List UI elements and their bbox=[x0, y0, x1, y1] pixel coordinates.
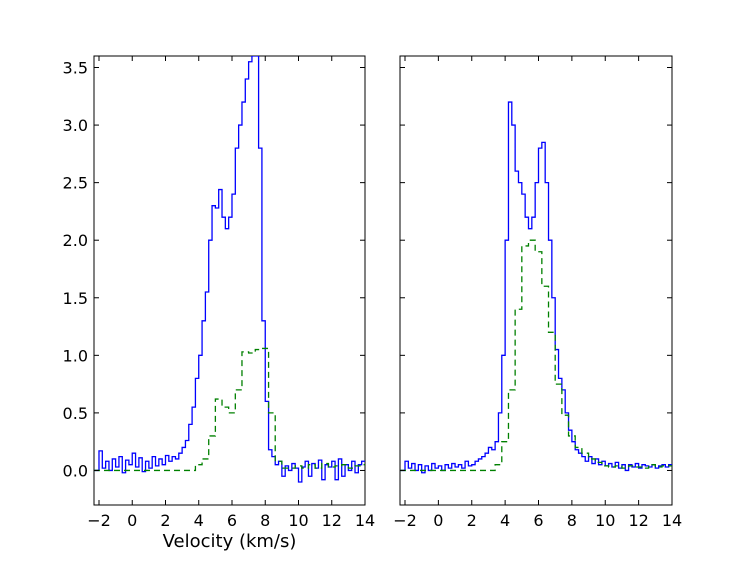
left-y-tick-label: 3.0 bbox=[63, 116, 88, 135]
right-x-tick-label: 4 bbox=[500, 511, 510, 530]
right-plot-frame bbox=[399, 55, 673, 506]
left-plot-frame bbox=[93, 55, 366, 506]
right-x-tick-label: 0 bbox=[433, 511, 443, 530]
right-x-tick-label: −2 bbox=[393, 511, 417, 530]
left-x-tick-label: 12 bbox=[322, 511, 342, 530]
left-x-tick-label: 2 bbox=[160, 511, 170, 530]
left-panel: −2 0 2 4 6 8 10 12 14 0.0 0.5 1.0 1.5 2.0 2.5 3.0 3.5 Ve… bbox=[63, 55, 375, 552]
right-solid-series-line bbox=[400, 101, 672, 474]
left-x-tick-label: 14 bbox=[355, 511, 375, 530]
left-y-tick-label: 1.0 bbox=[63, 346, 88, 365]
left-x-tick-label: 0 bbox=[127, 511, 137, 530]
left-x-axis-label: Velocity (km/s) bbox=[163, 531, 297, 552]
left-y-tick-label: 0.0 bbox=[63, 461, 88, 480]
right-x-tick-label: 2 bbox=[467, 511, 477, 530]
left-y-tick-label: 1.5 bbox=[63, 289, 88, 308]
left-y-tick-label: 0.5 bbox=[63, 404, 88, 423]
right-x-tick-label: 10 bbox=[595, 511, 615, 530]
right-panel: −2 0 2 4 6 8 10 12 14 bbox=[393, 55, 682, 530]
right-ticks-layer: −2 0 2 4 6 8 10 12 14 bbox=[393, 56, 682, 530]
right-series-layer bbox=[400, 101, 672, 474]
right-x-tick-label: 14 bbox=[662, 511, 682, 530]
left-x-tick-label: 10 bbox=[288, 511, 308, 530]
left-x-tick-label: 8 bbox=[260, 511, 270, 530]
right-x-tick-label: 8 bbox=[567, 511, 577, 530]
right-dashed-series-line bbox=[400, 239, 672, 472]
right-x-tick-label: 6 bbox=[533, 511, 543, 530]
left-y-tick-label: 3.5 bbox=[63, 59, 88, 78]
right-x-tick-label: 12 bbox=[628, 511, 648, 530]
left-dashed-series-line bbox=[94, 347, 365, 472]
left-y-tick-label: 2.5 bbox=[63, 174, 88, 193]
left-x-tick-label: 6 bbox=[227, 511, 237, 530]
left-solid-series-line bbox=[94, 56, 365, 483]
left-series-layer bbox=[94, 56, 365, 483]
left-x-tick-label: −2 bbox=[87, 511, 111, 530]
left-x-tick-label: 4 bbox=[194, 511, 204, 530]
left-y-tick-label: 2.0 bbox=[63, 231, 88, 250]
left-ticks-layer: −2 0 2 4 6 8 10 12 14 0.0 0.5 1.0 1.5 2.0 2.5 3.0 3.5 bbox=[63, 56, 375, 530]
